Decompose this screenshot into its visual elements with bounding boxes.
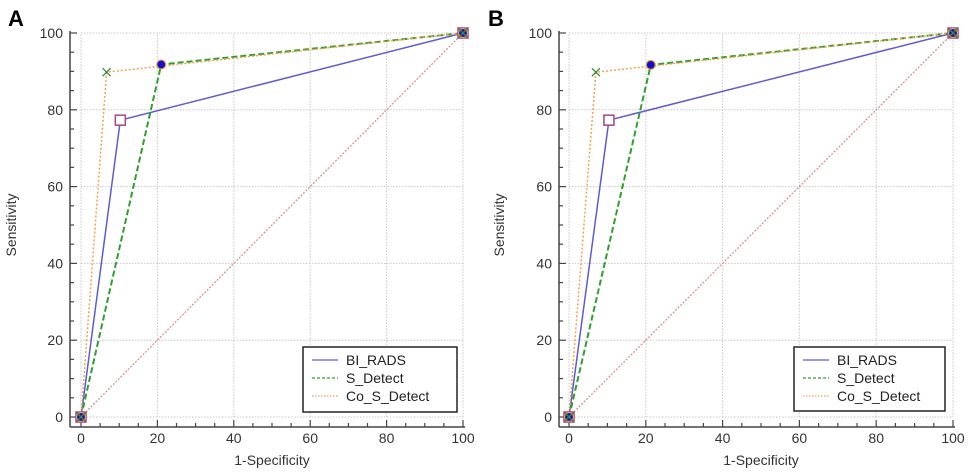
- x-tick-label: 20: [150, 430, 166, 446]
- legend-label: BI_RADS: [346, 352, 406, 368]
- panel-label: A: [8, 6, 24, 31]
- marker-s-detect: [156, 59, 167, 70]
- y-tick-label: 20: [47, 332, 63, 348]
- legend-box: [302, 346, 458, 413]
- legend-label: S_Detect: [346, 370, 404, 386]
- reference-diagonal-line: [568, 32, 954, 418]
- marker-bi-rads: [603, 114, 615, 126]
- x-tick-label: 100: [451, 430, 475, 446]
- x-tick-label: 100: [941, 430, 965, 446]
- legend-label: Co_S_Detect: [837, 388, 920, 404]
- x-tick-label: 20: [638, 430, 654, 446]
- y-tick-label: 0: [55, 409, 63, 425]
- roc-panel-a: A 0 20 40 60 80 100 0 20 40 60 80 100 1-Specificity Se…: [3, 6, 475, 468]
- legend: BI_RADS S_Detect Co_S_Detect: [302, 346, 458, 413]
- x-tick-label: 0: [77, 430, 85, 446]
- legend-label: Co_S_Detect: [346, 388, 429, 404]
- y-tick-label: 40: [536, 255, 552, 271]
- x-tick-label: 40: [226, 430, 242, 446]
- x-tick-label: 0: [565, 430, 573, 446]
- panel-label: B: [488, 6, 504, 31]
- x-axis-label: 1-Specificity: [234, 452, 309, 468]
- x-tick-label: 80: [379, 430, 395, 446]
- y-tick-label: 80: [47, 102, 63, 118]
- marker-co-s-detect: [102, 67, 112, 77]
- y-tick-label: 60: [47, 179, 63, 195]
- reference-diagonal-line: [80, 32, 464, 418]
- y-axis-label: Sensitivity: [3, 193, 19, 256]
- marker-co-s-detect: [591, 67, 601, 77]
- legend-label: BI_RADS: [837, 352, 897, 368]
- marker-co-s-detect: [564, 412, 574, 422]
- legend-box: [793, 346, 946, 412]
- y-tick-label: 20: [536, 332, 552, 348]
- y-tick-label: 100: [529, 25, 553, 41]
- x-tick-label: 60: [302, 430, 318, 446]
- marker-co-s-detect: [948, 28, 958, 38]
- legend: BI_RADS S_Detect Co_S_Detect: [793, 346, 946, 412]
- y-tick-label: 100: [40, 25, 64, 41]
- x-tick-label: 40: [715, 430, 731, 446]
- y-tick-label: 80: [536, 102, 552, 118]
- x-axis-label: 1-Specificity: [723, 452, 798, 468]
- x-tick-label: 60: [792, 430, 808, 446]
- marker-s-detect: [645, 59, 656, 70]
- roc-panel-b: B 0 20 40 60 80 100 0 20 40 60 80 100 1-Specificity Se…: [488, 6, 965, 468]
- y-tick-label: 60: [536, 179, 552, 195]
- y-axis-label: Sensitivity: [491, 193, 507, 256]
- marker-co-s-detect: [76, 412, 86, 422]
- y-tick-label: 40: [47, 255, 63, 271]
- marker-bi-rads: [114, 114, 127, 126]
- x-tick-label: 80: [868, 430, 884, 446]
- y-tick-label: 0: [544, 409, 552, 425]
- legend-label: S_Detect: [837, 370, 895, 386]
- marker-co-s-detect: [458, 28, 468, 38]
